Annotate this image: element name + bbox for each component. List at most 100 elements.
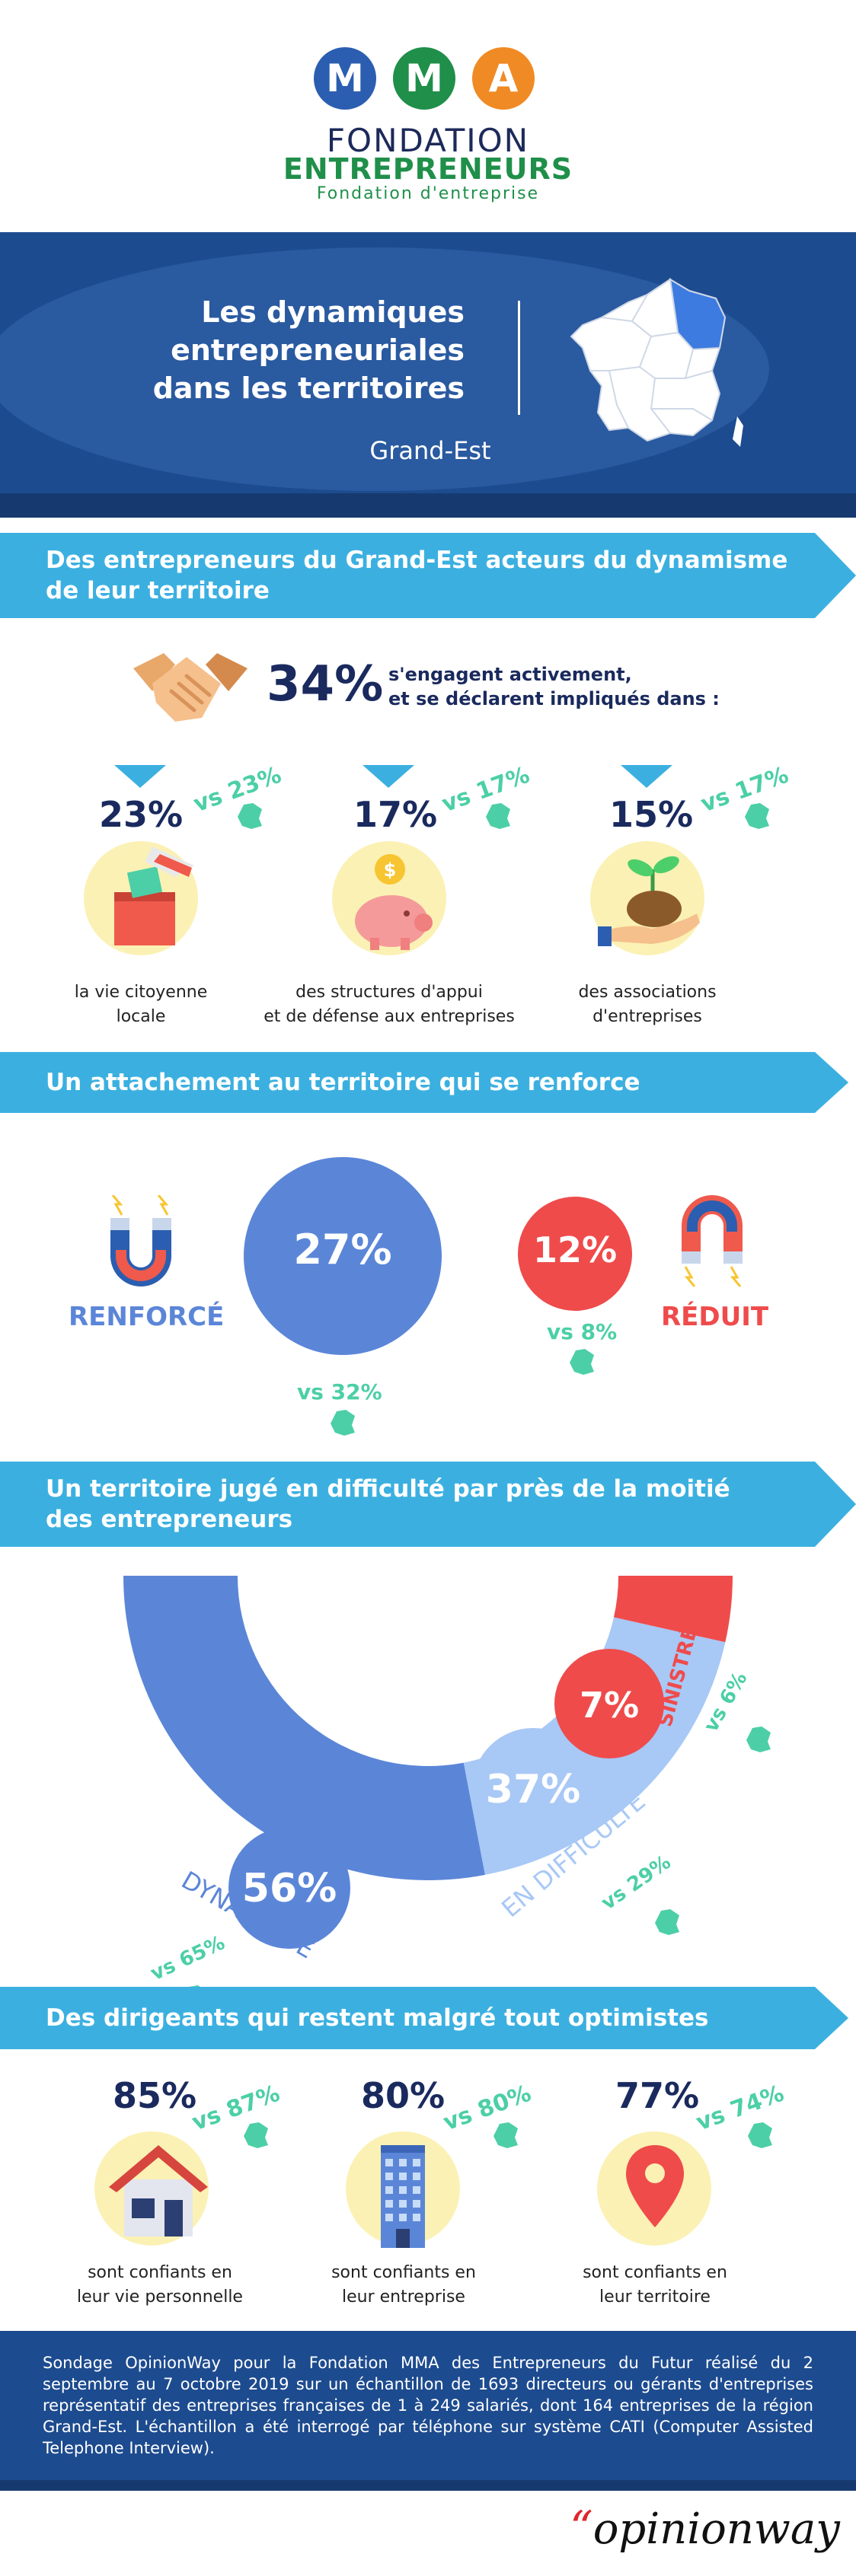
section4-banner: Des dirigeants qui restent malgré tout o…: [0, 1987, 815, 2049]
opinionway-wordmark: opinionway: [592, 2504, 840, 2554]
office-building-icon: [381, 2145, 425, 2248]
logo-subtitle: Fondation d'entreprise: [316, 184, 540, 203]
section1-banner-line1: Des entrepreneurs du Grand-Est acteurs d…: [46, 547, 788, 574]
donut-comparison-label: vs 29%: [597, 1851, 675, 1914]
section1-banner-line2: de leur territoire: [46, 577, 270, 604]
pointer-triangle: [114, 765, 166, 788]
magnet-icon: [110, 1195, 171, 1286]
renforce-label: RENFORCÉ: [69, 1302, 225, 1332]
logo-word-entrepreneurs: ENTREPRENEURS: [283, 152, 573, 186]
section1-main-pct: 34%: [267, 656, 384, 713]
reduit-label: RÉDUIT: [661, 1302, 769, 1332]
logo-letter-a: A: [472, 47, 535, 110]
opinionway-logo: “opinionway: [570, 2501, 840, 2555]
item3-label-line1: des associations: [578, 983, 717, 1002]
reduit-bubble: [518, 1197, 632, 1311]
france-icon: [745, 803, 769, 829]
item3-pct: 15%: [609, 794, 694, 835]
magnet-icon: [682, 1195, 743, 1287]
handshake-icon: [133, 653, 248, 722]
donut-value-label: 56%: [242, 1866, 337, 1911]
france-icon: [244, 2122, 268, 2148]
item3-label: des associations d'entreprises: [541, 980, 754, 1029]
france-icon: [655, 1909, 679, 1935]
france-icon: [238, 803, 262, 829]
hero-title-line2: entrepreneuriales: [171, 333, 465, 367]
section2-banner-text: Un attachement au territoire qui se renf…: [46, 1069, 640, 1096]
section2-banner: Un attachement au territoire qui se renf…: [0, 1052, 815, 1113]
hero-title-line3: dans les territoires: [152, 371, 465, 405]
france-icon: [570, 1349, 594, 1375]
optimism3-label-line1: sont confiants en: [583, 2263, 727, 2282]
optimism3-label: sont confiants en leur territoire: [556, 2261, 754, 2310]
optimism3-pct: 77%: [615, 2075, 700, 2116]
optimism2-vs: vs 80%: [439, 2080, 535, 2137]
section1-main-text-line2: et se déclarent impliqués dans :: [388, 688, 720, 709]
france-map-icon: [570, 278, 743, 447]
item2-label: des structures d'appui et de défense aux…: [256, 980, 522, 1029]
item1-label-line2: locale: [116, 1007, 166, 1026]
renforce-vs: vs 32%: [297, 1379, 382, 1404]
donut-segment-sinistr-: [613, 1576, 733, 1643]
donut-bubble-2: [554, 1649, 664, 1758]
donut-comparison-label: vs 65%: [147, 1931, 228, 1985]
item2-label-line1: des structures d'appui: [295, 983, 483, 1002]
hero-title: Les dynamiques entrepreneuriales dans le…: [107, 293, 465, 407]
location-pin-icon: [626, 2145, 684, 2227]
france-icon: [486, 803, 510, 829]
item1-label-line1: la vie citoyenne: [74, 983, 208, 1002]
donut-bubble-1: [472, 1728, 594, 1850]
item3-label-line2: d'entreprises: [592, 1007, 702, 1026]
logo-letter-m1: M: [314, 47, 376, 110]
pointer-triangle: [363, 765, 414, 788]
logo-letter-m2: M: [393, 47, 455, 110]
section1-banner: Des entrepreneurs du Grand-Est acteurs d…: [0, 533, 815, 618]
renforce-bubble: [244, 1157, 442, 1355]
donut-bubble-0: [228, 1827, 350, 1949]
item1-pct: 23%: [99, 794, 184, 835]
item2-label-line2: et de défense aux entreprises: [264, 1007, 515, 1026]
section3-banner: Un territoire jugé en difficulté par prè…: [0, 1462, 815, 1547]
plant-in-hand-icon: [598, 856, 700, 946]
piggy-bank-icon: $: [355, 854, 433, 950]
section3-banner-arrow: [815, 1462, 856, 1547]
item2-pct: 17%: [353, 794, 438, 835]
section3-banner-line1: Un territoire jugé en difficulté par prè…: [46, 1475, 730, 1503]
france-icon: [493, 2122, 518, 2148]
optimism2-label-line2: leur entreprise: [342, 2287, 465, 2307]
france-icon: [748, 2122, 772, 2148]
logo-word-fondation: FONDATION: [326, 122, 530, 159]
house-icon: [109, 2145, 208, 2236]
optimism1-label-line1: sont confiants en: [88, 2263, 232, 2282]
hero-divider: [518, 301, 520, 415]
france-icon: [331, 1410, 355, 1436]
section3-banner-line2: des entrepreneurs: [46, 1506, 293, 1533]
section4-banner-arrow: [815, 1987, 848, 2049]
donut-value-label: 7%: [580, 1685, 639, 1726]
item1-label: la vie citoyenne locale: [38, 980, 244, 1029]
optimism2-label: sont confiants en leur entreprise: [305, 2261, 503, 2310]
section2-banner-arrow: [815, 1052, 848, 1113]
opinionway-quote: “: [570, 2501, 593, 2555]
hero-region: Grand-Est: [369, 436, 491, 465]
optimism1-label: sont confiants en leur vie personnelle: [61, 2261, 259, 2310]
optimism1-pct: 85%: [113, 2075, 197, 2116]
reduit-vs: vs 8%: [547, 1319, 618, 1344]
pointer-triangle: [621, 765, 672, 788]
france-icon: [746, 1726, 771, 1752]
svg-text:$: $: [384, 859, 397, 881]
optimism3-label-line2: leur territoire: [599, 2287, 711, 2307]
section1-banner-arrow: [815, 533, 856, 618]
section4-banner-text: Des dirigeants qui restent malgré tout o…: [46, 2004, 709, 2032]
hero-bottom-strip: [0, 493, 856, 518]
donut-segment-dynamique: [123, 1576, 485, 1880]
ballot-box-icon: [114, 846, 194, 945]
hero-banner: Les dynamiques entrepreneuriales dans le…: [0, 232, 856, 518]
donut-value-label: 37%: [486, 1767, 580, 1812]
renforce-pct: 27%: [293, 1226, 392, 1274]
section1-main-text: s'engagent activement, et se déclarent i…: [388, 662, 720, 711]
optimism1-label-line2: leur vie personnelle: [77, 2287, 243, 2307]
survey-methodology-note: Sondage OpinionWay pour la Fondation MMA…: [0, 2331, 856, 2491]
footer-text: Sondage OpinionWay pour la Fondation MMA…: [43, 2354, 813, 2457]
